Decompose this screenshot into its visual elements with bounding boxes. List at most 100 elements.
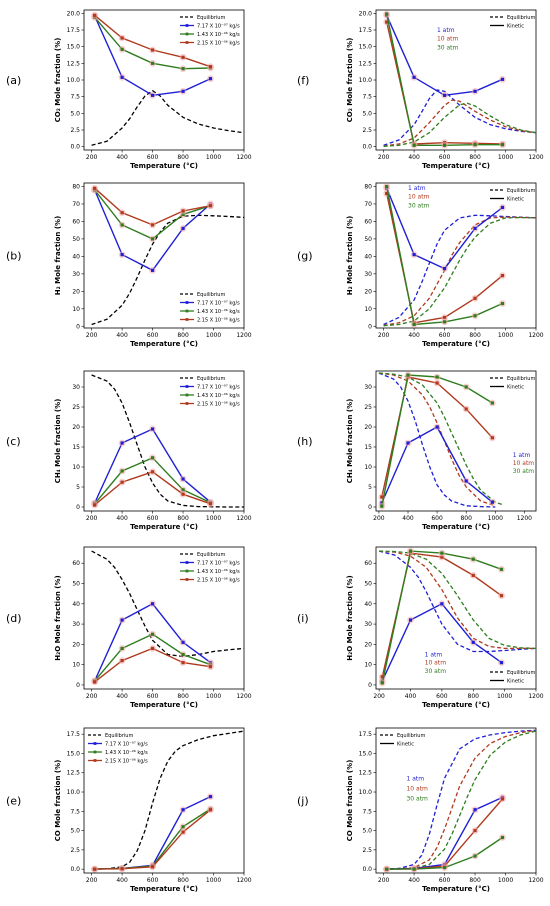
data-point: [442, 320, 447, 324]
data-point: [150, 93, 155, 97]
legend: Equilibrium Kinetic: [380, 733, 425, 747]
legend-entry: 2.15 X 10⁻⁰⁶ kg/s: [197, 40, 240, 46]
series-line: [383, 730, 536, 870]
legend-entry: Equilibrium: [197, 15, 225, 21]
x-tick-label: 400: [116, 332, 128, 339]
y-tick-label: 2.5: [362, 847, 372, 854]
legend-entry: Equilibrium: [507, 376, 535, 382]
x-tick-label: 600: [436, 693, 448, 700]
axes-frame: [83, 370, 245, 512]
data-point: [464, 385, 468, 389]
y-tick-label: 0.0: [362, 866, 372, 873]
data-point: [500, 143, 505, 147]
data-point: [120, 75, 124, 79]
y-tick-label: 80: [364, 183, 372, 190]
legend-entry: Kinetic: [507, 678, 524, 684]
axes-frame: [375, 370, 537, 512]
annotation-label: 1 atm: [406, 775, 424, 782]
data-point: [473, 854, 477, 858]
data-point: [412, 867, 416, 871]
axes-frame: [83, 182, 245, 329]
y-tick-label: 30: [364, 384, 372, 391]
y-tick-label: 5: [76, 484, 80, 491]
y-tick-label: 40: [72, 601, 80, 608]
legend-entry: 1.43 X 10⁻⁰⁶ kg/s: [197, 32, 240, 38]
panel-h: 200 400 600 800 1000 1200 0 5 10 15 20 25 30 Temperat…: [297, 370, 537, 531]
legend-entry: 7.17 X 10⁻⁰⁷ kg/s: [197, 300, 240, 306]
y-tick-label: 5.0: [362, 110, 372, 117]
series-line: [94, 795, 211, 870]
series-dashed-green: [378, 372, 503, 506]
y-tick-label: 30: [72, 384, 80, 391]
data-point: [473, 828, 477, 833]
data-point: [499, 594, 504, 598]
annotation-label: 30 atm: [513, 468, 535, 475]
x-tick-label: 600: [431, 515, 443, 522]
data-point: [181, 209, 185, 213]
x-tick-label: 1000: [498, 332, 513, 339]
legend: Equilibrium Kinetic: [490, 376, 535, 390]
series-solid-red: [91, 645, 214, 686]
legend: Equilibrium 7.17 X 10⁻⁰⁷ kg/s 1.43 X 10⁻⁰⁶…: [88, 733, 148, 764]
x-tick-label: 200: [86, 877, 98, 884]
series-solid-red: [91, 468, 214, 509]
annotation-label: 30 atm: [408, 202, 430, 209]
data-point: [150, 61, 155, 65]
series-dashed-black: [91, 730, 244, 870]
legend-entry: 1.43 X 10⁻⁰⁶ kg/s: [197, 393, 240, 399]
data-point: [150, 632, 155, 636]
legend-marker: [185, 41, 189, 44]
series-dashed-black: [91, 89, 244, 146]
annotation-label: 1 atm: [437, 27, 455, 34]
x-tick-label: 800: [469, 877, 481, 884]
x-tick-label: 1000: [206, 515, 221, 522]
x-tick-label: 200: [86, 154, 98, 161]
annotation-label: 1 atm: [513, 452, 531, 459]
y-tick-label: 10.0: [67, 789, 81, 796]
legend-entry: Equilibrium: [397, 733, 425, 739]
x-tick-label: 1000: [498, 877, 513, 884]
legend-marker: [185, 393, 189, 397]
y-tick-label: 7.5: [70, 94, 80, 101]
series-line: [91, 374, 244, 508]
x-tick-label: 400: [405, 693, 417, 700]
data-point: [385, 867, 389, 871]
y-tick-label: 70: [72, 201, 80, 208]
y-tick-label: 50: [72, 581, 80, 588]
y-axis-title: H₂ Mole fraction (%): [54, 216, 62, 295]
x-tick-label: 800: [469, 154, 481, 161]
legend-entry: Kinetic: [507, 196, 524, 202]
data-point: [435, 381, 439, 385]
legend-entry: Equilibrium: [105, 733, 133, 739]
data-point: [208, 65, 213, 69]
x-tick-label: 800: [177, 877, 189, 884]
legend-marker: [185, 402, 189, 405]
series-solid-red: [383, 795, 506, 873]
x-tick-label: 800: [177, 332, 189, 339]
x-axis-title: Temperature (°C): [422, 885, 490, 893]
panel-label: (g): [297, 250, 313, 263]
data-point: [380, 495, 384, 499]
series-line: [383, 729, 536, 870]
series-dashed-blue: [378, 372, 496, 508]
legend-marker: [185, 561, 189, 564]
series-line: [378, 372, 496, 507]
panel-label: (f): [297, 74, 309, 87]
series-solid-blue: [378, 423, 496, 507]
data-point: [473, 296, 477, 300]
y-tick-label: 20: [72, 641, 80, 648]
data-point: [471, 640, 475, 644]
panel-c: 200 400 600 800 1000 1200 0 5 10 15 20 25 30 Temperat…: [6, 370, 252, 531]
data-point: [385, 184, 389, 189]
x-tick-label: 600: [147, 332, 159, 339]
annotation-label: 1 atm: [408, 185, 426, 192]
legend-marker: [185, 385, 189, 388]
x-tick-label: 400: [402, 515, 414, 522]
y-tick-label: 0: [368, 682, 372, 689]
data-point: [408, 549, 413, 553]
y-tick-label: 2.5: [70, 127, 80, 134]
series-dashed-black: [91, 214, 244, 326]
x-axis-title: Temperature (°C): [130, 885, 198, 893]
data-point: [150, 456, 155, 460]
